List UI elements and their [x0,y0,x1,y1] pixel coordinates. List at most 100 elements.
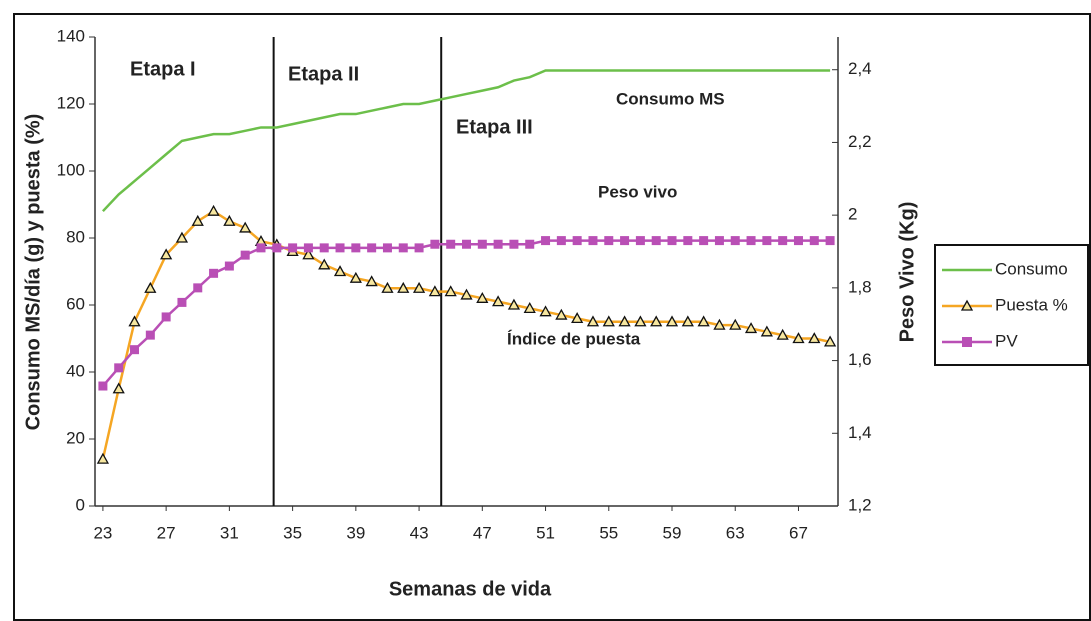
marker [697,315,710,327]
marker [823,335,837,347]
x-tick-label: 23 [93,523,112,542]
y2-tick-label: 1,6 [848,350,872,369]
legend-label: PV [995,331,1018,350]
y-tick-label: 40 [66,361,85,380]
x-tick-label: 59 [663,523,682,542]
marker [175,231,189,243]
marker [525,239,535,249]
marker [604,236,614,246]
marker [572,236,582,246]
marker [223,214,236,226]
marker [776,328,789,340]
legend-marker [960,299,974,311]
y2-tick-label: 1,4 [848,423,872,442]
marker [302,248,315,260]
marker [209,268,219,278]
marker [444,285,457,297]
marker [128,315,141,327]
marker [793,236,803,246]
marker [634,315,647,327]
marker [665,315,679,327]
marker [492,295,505,307]
y-tick-label: 0 [76,495,85,514]
x-tick-label: 31 [220,523,239,542]
marker [618,315,631,327]
marker [762,236,772,246]
marker [446,239,456,249]
marker [539,305,552,317]
series-line [101,69,831,213]
x-tick-label: 43 [410,523,429,542]
marker [713,318,726,330]
x-tick-label: 63 [726,523,745,542]
legend-label: Puesta % [995,295,1068,314]
marker [460,288,473,300]
marker [729,318,742,330]
x-tick-label: 51 [536,523,555,542]
y2-tick-label: 1,2 [848,495,872,514]
annotation: Etapa I [130,58,196,80]
marker [571,312,584,324]
x-axis-title: Semanas de vida [389,578,552,600]
marker [635,236,645,246]
marker [507,298,521,310]
marker [144,281,157,293]
marker [462,239,471,249]
marker [240,250,250,260]
marker [414,243,424,253]
marker [191,214,204,226]
marker [602,315,615,327]
marker [114,363,124,373]
marker [809,236,819,246]
marker [541,236,551,246]
y-tick-label: 20 [66,428,85,447]
marker [683,236,693,246]
marker [555,308,568,320]
marker [161,312,171,322]
marker [98,381,108,391]
marker [397,281,410,293]
series-line [101,239,831,387]
marker [177,297,187,307]
marker [744,322,758,334]
marker [523,302,536,313]
marker [509,239,519,249]
marker [112,382,125,394]
marker [224,261,234,271]
marker [681,315,694,327]
marker [588,236,598,246]
marker [382,243,392,253]
marker [351,243,361,253]
marker [398,243,408,253]
marker [318,258,331,270]
marker [699,236,709,246]
legend-label: Consumo [995,259,1068,278]
marker [193,283,203,293]
marker [620,236,630,246]
marker [556,236,566,246]
y-axis-title: Consumo MS/día (g) y puesta (%) [22,114,44,431]
y-tick-label: 80 [66,227,85,246]
marker [714,236,724,246]
marker [825,236,835,246]
marker [207,204,220,216]
marker [272,243,282,253]
marker [303,243,313,253]
x-tick-label: 35 [283,523,302,542]
marker [319,243,329,253]
marker [96,452,110,464]
y-tick-label: 60 [66,294,85,313]
x-tick-label: 55 [599,523,618,542]
marker [288,243,298,253]
marker [333,265,347,277]
y2-tick-label: 1,8 [848,277,872,296]
marker [650,315,663,327]
marker [130,345,140,355]
marker [667,236,677,246]
y-tick-label: 120 [57,93,85,112]
marker [792,332,805,344]
x-tick-label: 27 [157,523,176,542]
marker [586,315,600,327]
marker [412,281,426,293]
